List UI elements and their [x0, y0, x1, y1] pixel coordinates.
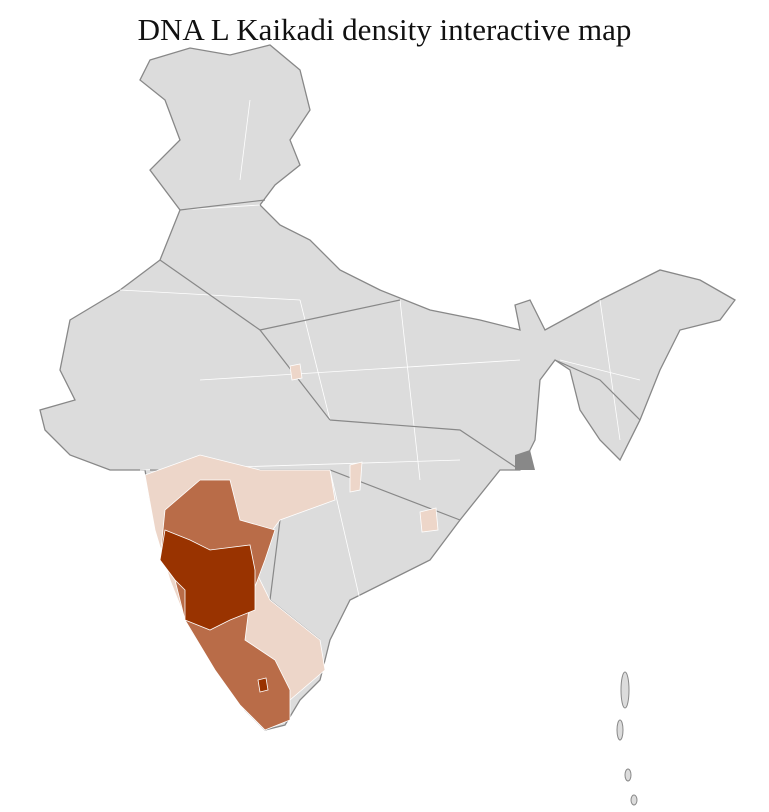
andaman-islands — [616, 671, 638, 806]
density-high-region[interactable] — [159, 529, 256, 631]
density-low-patch[interactable] — [349, 461, 363, 493]
density-high-patch[interactable] — [257, 677, 269, 693]
map-title: DNA L Kaikadi density interactive map — [137, 12, 632, 47]
density-low-patch[interactable] — [419, 507, 439, 533]
sundarbans-delta — [515, 450, 535, 470]
india-outline[interactable] — [39, 44, 736, 731]
density-low-patch[interactable] — [289, 363, 303, 381]
